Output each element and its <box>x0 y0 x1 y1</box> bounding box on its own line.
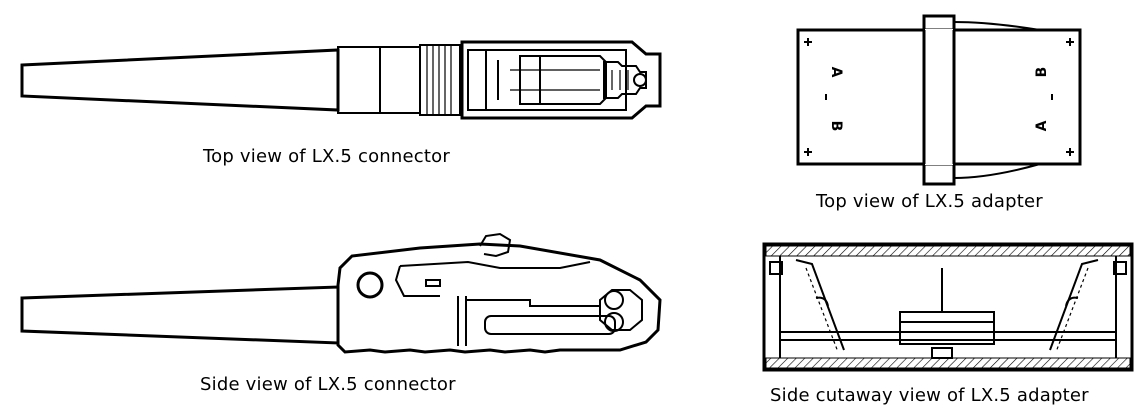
port-label-right-bottom: A <box>1034 120 1050 131</box>
ferrule-channel <box>484 315 616 335</box>
side-cutaway-adapter-drawing <box>762 242 1134 372</box>
alignment-sleeve <box>899 311 995 345</box>
port-label-left-top: A <box>828 67 844 78</box>
top-view-connector-drawing <box>20 40 662 120</box>
side-boot <box>20 285 340 345</box>
connector-boot <box>20 48 340 112</box>
connector-housing <box>460 40 662 120</box>
right-latch <box>1049 259 1099 351</box>
caption-side-view-connector: Side view of LX.5 connector <box>200 374 456 395</box>
side-body <box>336 242 662 354</box>
top-view-adapter-drawing: A B B A <box>796 14 1082 186</box>
caption-top-view-adapter: Top view of LX.5 adapter <box>816 191 1043 212</box>
caption-top-view-connector: Top view of LX.5 connector <box>203 146 450 167</box>
left-latch <box>795 259 845 351</box>
latch-lever <box>479 232 512 258</box>
port-label-right-top: B <box>1034 67 1050 78</box>
cutaway-body <box>762 242 1134 372</box>
port-label-left-bottom: B <box>828 121 844 132</box>
side-view-connector-drawing <box>20 232 662 354</box>
crimp-ring <box>419 44 461 116</box>
caption-side-cutaway-adapter: Side cutaway view of LX.5 adapter <box>770 385 1089 406</box>
pivot-hole <box>356 271 384 299</box>
